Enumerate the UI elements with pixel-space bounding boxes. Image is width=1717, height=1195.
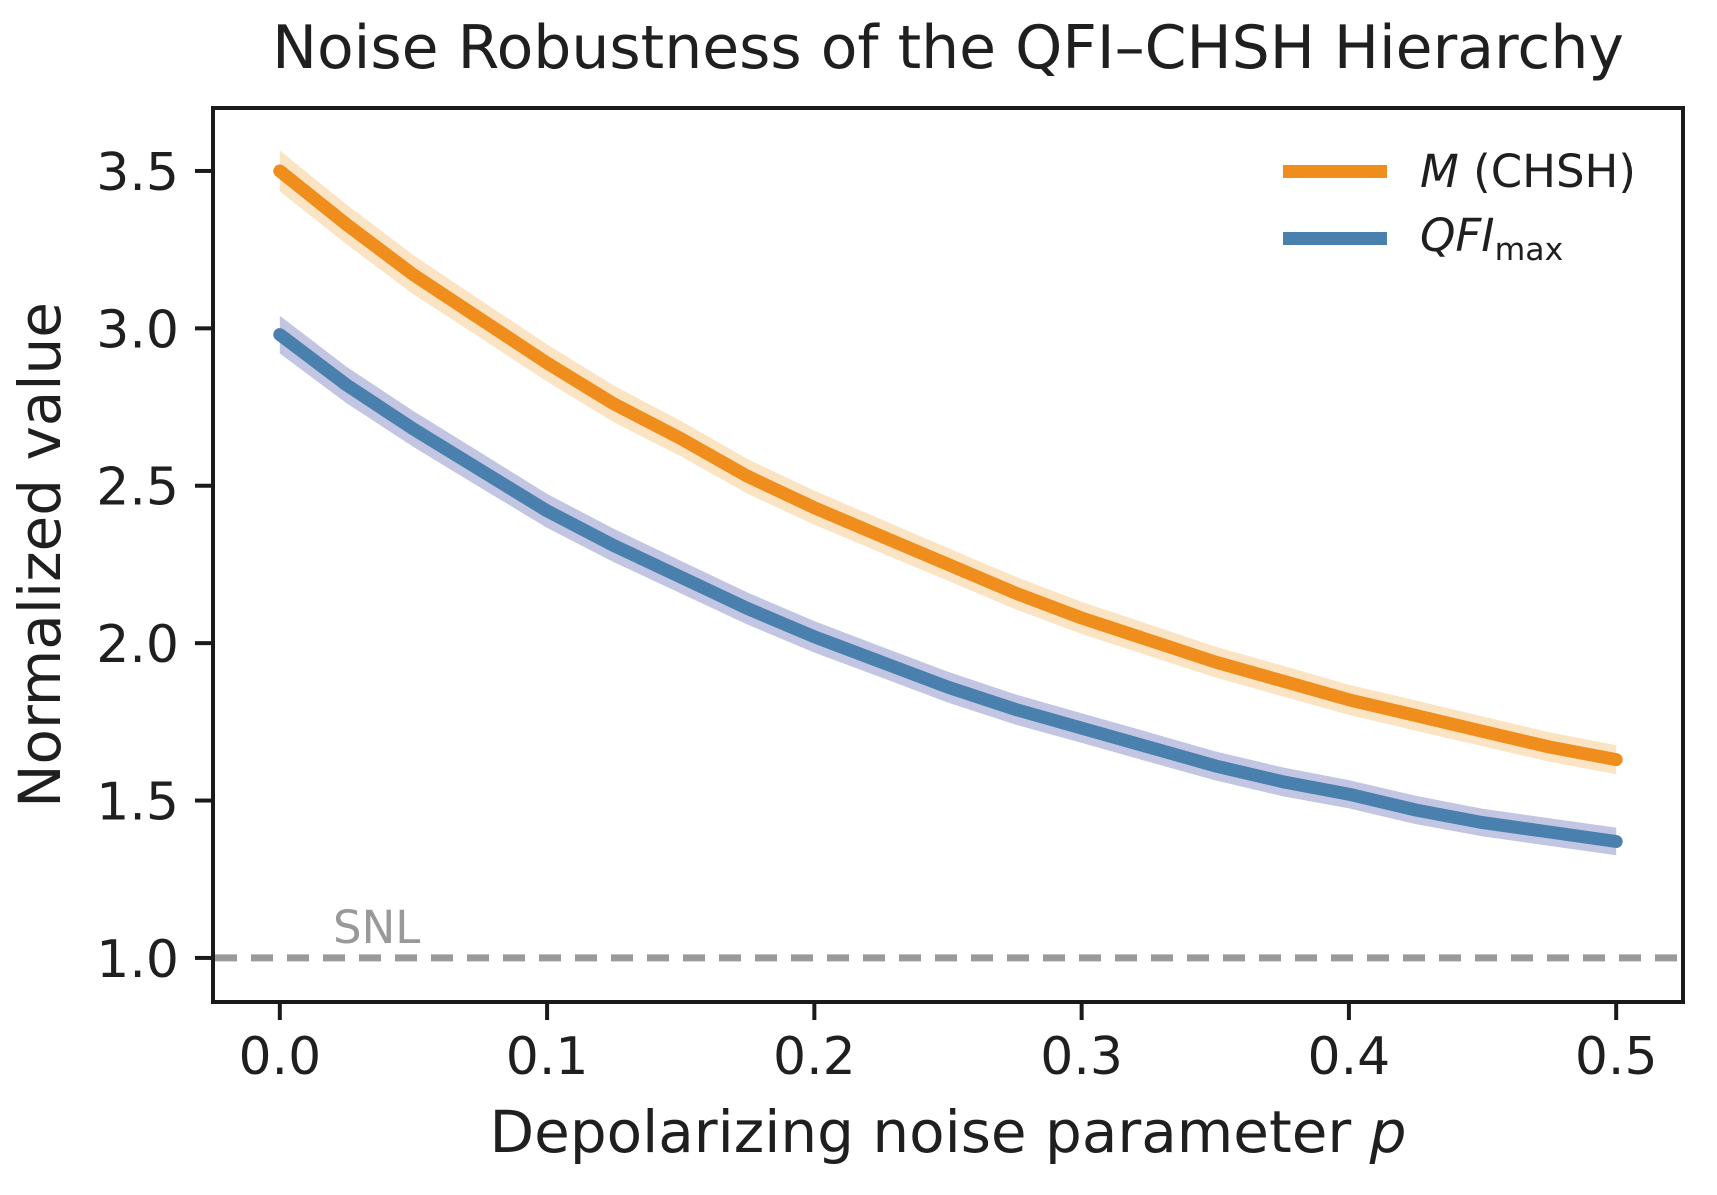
x-axis-label-symbol: p (1369, 1098, 1407, 1166)
m-chsh-line-swatch (1283, 165, 1387, 178)
x-axis-label-text: Depolarizing noise parameter (489, 1098, 1370, 1166)
y-tick-label: 3.0 (96, 300, 179, 360)
x-tick-label: 0.3 (1040, 1027, 1123, 1087)
axes-frame (211, 106, 1685, 1004)
y-axis-label: Normalized value (6, 302, 74, 808)
m-chsh-curve (273, 164, 1623, 767)
y-tick-label: 1.0 (96, 930, 179, 990)
x-axis-label: Depolarizing noise parameter p (213, 1098, 1683, 1166)
x-tick-label: 0.5 (1575, 1027, 1658, 1087)
qfi-max-band (279, 315, 1617, 856)
chart-title: Noise Robustness of the QFI–CHSH Hierarc… (272, 13, 1624, 83)
y-tick-label: 1.5 (96, 773, 179, 833)
y-tick-label: 3.5 (96, 143, 179, 203)
qfi-max-line-swatch (1283, 232, 1387, 245)
y-tick-label: 2.5 (96, 458, 179, 518)
legend-label-m-chsh: M (CHSH) (1420, 145, 1636, 198)
x-tick-label: 0.0 (238, 1027, 321, 1087)
x-tick-label: 0.2 (773, 1027, 856, 1087)
qfi-max-curve (273, 328, 1623, 848)
y-tick-label: 2.0 (96, 615, 179, 675)
legend-item-m-chsh: M (CHSH) (1283, 138, 1636, 205)
legend: M (CHSH) QFImax (1283, 138, 1636, 272)
legend-item-qfi-max: QFImax (1283, 205, 1636, 272)
legend-label-qfi-max: QFImax (1420, 209, 1564, 268)
x-tick-label: 0.1 (506, 1027, 589, 1087)
snl-reference-label: SNL (333, 901, 421, 954)
x-tick-label: 0.4 (1308, 1027, 1391, 1087)
